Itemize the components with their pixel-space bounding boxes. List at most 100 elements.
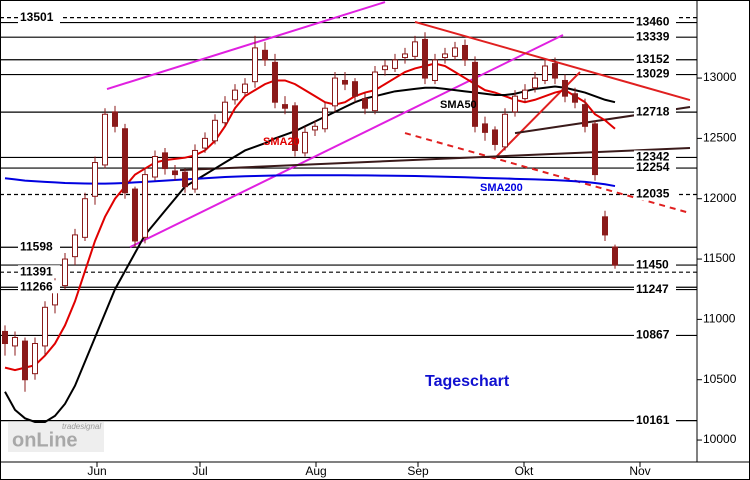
candle-body bbox=[62, 258, 68, 287]
candle-body bbox=[162, 152, 168, 170]
y-tick-label: 11000 bbox=[703, 312, 736, 326]
candle-body bbox=[242, 83, 248, 94]
watermark-box bbox=[8, 422, 104, 452]
level-label-bg bbox=[18, 10, 60, 24]
candle-body bbox=[472, 61, 478, 127]
level-label: 13501 bbox=[20, 10, 54, 24]
candle-body bbox=[142, 174, 148, 238]
x-tick-label: Jul bbox=[192, 464, 207, 478]
x-tick-label: Okt bbox=[515, 464, 534, 478]
candle-body bbox=[502, 113, 508, 148]
level-label: 12035 bbox=[636, 187, 670, 201]
y-tick-label: 13000 bbox=[703, 70, 737, 84]
candle-body bbox=[192, 149, 198, 190]
candle-body bbox=[122, 128, 128, 194]
candle-body bbox=[612, 246, 618, 266]
annotation: Tageschart bbox=[425, 373, 510, 390]
candle-body bbox=[202, 137, 208, 149]
level-label: 13029 bbox=[636, 67, 670, 81]
candle-body bbox=[492, 129, 498, 145]
y-tick-label: 11500 bbox=[703, 251, 736, 265]
level-label: 11391 bbox=[20, 264, 53, 278]
candle-body bbox=[532, 77, 538, 89]
candle-body bbox=[412, 41, 418, 57]
level-label-bg bbox=[634, 150, 676, 164]
candle-body bbox=[602, 216, 608, 236]
candle-body bbox=[292, 105, 298, 151]
candle-body bbox=[222, 101, 228, 124]
level-label-bg bbox=[18, 265, 60, 279]
candle-body bbox=[32, 343, 38, 375]
candle-body bbox=[282, 104, 288, 109]
level-label: 11247 bbox=[636, 282, 669, 296]
trendline bbox=[129, 34, 564, 249]
level-label-bg bbox=[634, 328, 676, 342]
candle-body bbox=[572, 93, 578, 103]
candle-body bbox=[332, 77, 338, 107]
candle-body bbox=[92, 162, 98, 197]
candle-body bbox=[442, 53, 448, 59]
candle-body bbox=[512, 95, 518, 113]
candle-body bbox=[152, 155, 158, 178]
level-label-bg bbox=[634, 67, 676, 81]
level-label-bg bbox=[634, 52, 676, 66]
level-label: 10161 bbox=[636, 413, 670, 427]
candle-body bbox=[312, 125, 318, 131]
candle-body bbox=[212, 119, 218, 142]
candle-body bbox=[452, 47, 458, 57]
candle-body bbox=[382, 65, 388, 71]
level-label-bg bbox=[18, 240, 60, 254]
candle-body bbox=[182, 171, 188, 188]
series-label: SMA20 bbox=[263, 136, 300, 148]
level-label: 10867 bbox=[636, 328, 670, 342]
candle-body bbox=[172, 170, 178, 176]
candle-body bbox=[372, 71, 378, 112]
level-label: 12342 bbox=[636, 150, 670, 164]
candle-body bbox=[72, 234, 78, 258]
level-label-bg bbox=[634, 15, 676, 29]
y-tick-label: 10000 bbox=[703, 432, 737, 446]
level-label: 13460 bbox=[636, 15, 670, 29]
level-label-bg bbox=[18, 280, 60, 294]
candle-body bbox=[522, 89, 528, 100]
candle-body bbox=[482, 123, 488, 133]
level-label: 12718 bbox=[636, 104, 670, 118]
candle-body bbox=[542, 65, 548, 81]
candle-body bbox=[272, 61, 278, 103]
level-label: 13339 bbox=[636, 29, 670, 43]
candle-body bbox=[252, 47, 258, 83]
level-label-bg bbox=[634, 413, 676, 427]
candle-body bbox=[132, 188, 138, 242]
candle-body bbox=[232, 89, 238, 101]
candle-body bbox=[352, 81, 358, 97]
level-label: 11450 bbox=[636, 257, 669, 271]
x-tick-label: Nov bbox=[629, 464, 650, 478]
x-tick-label: Aug bbox=[305, 464, 326, 478]
candle-body bbox=[582, 104, 588, 127]
candle-body bbox=[82, 198, 88, 238]
level-label: 12254 bbox=[636, 160, 670, 174]
candle-body bbox=[102, 113, 108, 166]
candle-body bbox=[112, 111, 118, 127]
candle-body bbox=[302, 131, 308, 154]
level-label-bg bbox=[634, 30, 676, 44]
x-tick-label: Jun bbox=[87, 464, 106, 478]
candle-body bbox=[552, 63, 558, 79]
watermark: tradesignal onLine bbox=[8, 422, 104, 452]
candle-body bbox=[432, 59, 438, 81]
candle-body bbox=[462, 44, 468, 61]
level-label-bg bbox=[634, 161, 676, 175]
level-label-bg bbox=[634, 258, 676, 272]
candle-body bbox=[12, 336, 18, 347]
candle-body bbox=[342, 79, 348, 85]
trendline bbox=[106, 1, 386, 91]
level-label: 11266 bbox=[20, 279, 53, 293]
level-label: 13152 bbox=[636, 52, 670, 66]
levels bbox=[0, 17, 697, 422]
level-label-bg bbox=[634, 105, 676, 119]
x-tick-label: Sep bbox=[407, 464, 429, 478]
candle-body bbox=[2, 330, 8, 345]
ma-line bbox=[4, 85, 616, 423]
y-tick-label: 12500 bbox=[703, 131, 737, 145]
